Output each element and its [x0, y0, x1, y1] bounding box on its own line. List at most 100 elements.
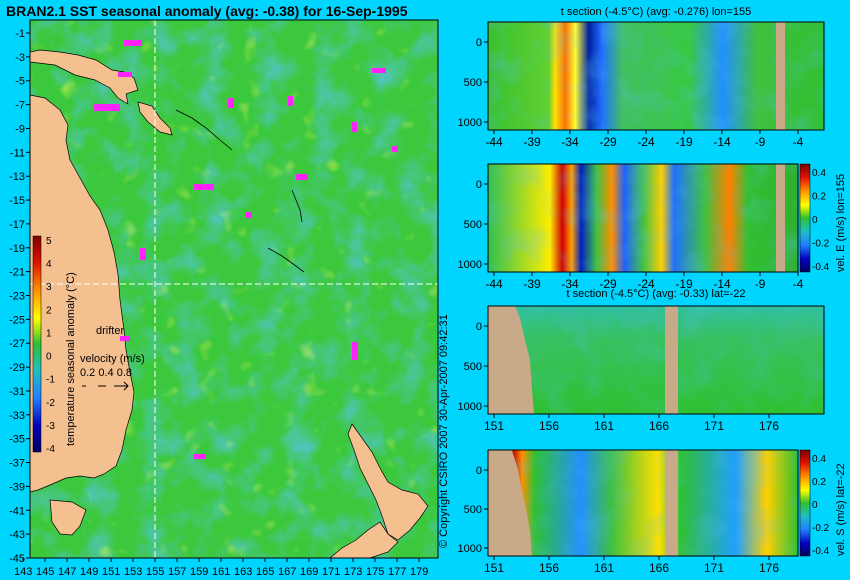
panel-texture	[488, 450, 798, 556]
panel-land-australia	[488, 306, 534, 414]
map-lon-ticks: 143 145 147 149 151 153 155 157 159 161 163 165 167 1…	[14, 558, 428, 578]
panel-y-tick-label: 0	[476, 321, 482, 333]
drifter-marker	[124, 40, 142, 46]
panel-title: t section (-4.5°C) (avg: -0.276) lon=155	[561, 6, 752, 18]
panel-colorbar-tick-label: 0.4	[812, 454, 826, 465]
panel-x-tick-label: -9	[755, 277, 766, 291]
lat-tick-label: -1	[15, 28, 25, 40]
colorbar-tick-label: 2	[46, 305, 52, 316]
colorbar-tick-label: -2	[46, 398, 55, 409]
colorbar-tick-label: 5	[46, 236, 52, 247]
panel-y-tick-label: 1000	[458, 401, 482, 413]
panel-frame	[487, 449, 799, 557]
map-colorbar-label: temperature seasonal anomaly (°C)	[65, 272, 77, 446]
velocity-scale: 0.2 0.4 0.8	[80, 367, 132, 379]
panel-colorbar-tick-label: -0.2	[812, 523, 830, 534]
map-title: BRAN2.1 SST seasonal anomaly (avg: -0.38…	[6, 3, 408, 19]
lon-tick-label: 177	[388, 566, 406, 578]
sst-map: BRAN2.1 SST seasonal anomaly (avg: -0.38…	[6, 3, 439, 578]
panel-y-tick-label: 1000	[458, 117, 482, 129]
lon-tick-label: 143	[14, 566, 32, 578]
panel-x-tick-label: 161	[594, 419, 614, 433]
lat-tick-label: -29	[9, 362, 25, 374]
map-frame	[29, 19, 439, 559]
panel-land-bar	[776, 164, 785, 272]
panel-x-tick-label: -29	[599, 135, 617, 149]
panel-colorbar-tick-label: -0.2	[812, 239, 830, 250]
lon-tick-label: 175	[366, 566, 384, 578]
lat-tick-label: -27	[9, 338, 25, 350]
lat-tick-label: -41	[9, 505, 25, 517]
panel-x-tick-label: 151	[484, 419, 504, 433]
lon-tick-label: 155	[146, 566, 164, 578]
panel-ticks: 0 500 1000-44 -39 -34 -29 -24 -19 -14 -9 -4	[458, 179, 804, 291]
lat-tick-label: -37	[9, 458, 25, 470]
panel-land-australia	[488, 450, 532, 556]
panel-x-tick-label: -34	[561, 277, 579, 291]
colorbar-tick-label: -4	[46, 444, 55, 455]
panel-side-label: vel. S (m/s) lat=-22	[835, 463, 847, 556]
panel-frame	[487, 305, 825, 415]
lat-tick-label: -45	[9, 553, 25, 565]
panel-x-tick-label: 151	[484, 561, 504, 575]
panel-x-tick-label: 166	[649, 419, 669, 433]
panel-y-tick-label: 0	[476, 179, 482, 191]
panel-x-tick-label: -4	[793, 135, 804, 149]
panel-colorbar-tick-label: 0.2	[812, 192, 826, 203]
panel-x-tick-label: -4	[793, 277, 804, 291]
drifter-marker	[352, 122, 357, 132]
panel-frame	[487, 163, 799, 273]
panel-colorbar-tick-label: -0.4	[812, 546, 830, 557]
lat-tick-label: -35	[9, 434, 25, 446]
lon-tick-label: 167	[278, 566, 296, 578]
panel-x-tick-label: 171	[704, 561, 724, 575]
lon-tick-label: 161	[212, 566, 230, 578]
panel-x-tick-label: 166	[649, 561, 669, 575]
lat-tick-label: -39	[9, 481, 25, 493]
panel-colorbar-tick-label: 0	[812, 500, 818, 511]
drifter-marker	[392, 146, 398, 152]
lon-tick-label: 151	[102, 566, 120, 578]
panel-x-tick-label: -9	[755, 135, 766, 149]
lon-tick-label: 169	[300, 566, 318, 578]
panel-x-tick-label: -34	[561, 135, 579, 149]
colorbar-tick-label: -1	[46, 375, 55, 386]
panel-title: t section (-4.5°C) (avg: -0.33) lat=-22	[567, 288, 746, 300]
panel-texture	[488, 22, 824, 130]
panel-colorbar-ticks: 0.4 0.2 0 -0.2 -0.4	[812, 454, 830, 557]
panel-x-tick-label: 171	[704, 419, 724, 433]
panel-x-tick-label: -19	[675, 277, 693, 291]
section-panel-2: 0.4 0.2 0 -0.2 -0.4 vel. E (m/s) lon=155 0 50…	[458, 163, 847, 291]
velocity-arrow-large	[114, 381, 129, 391]
panel-side-label: vel. E (m/s) lon=155	[835, 174, 847, 272]
lat-tick-label: -19	[9, 243, 25, 255]
panel-x-tick-label: 161	[594, 561, 614, 575]
colorbar-tick-label: 1	[46, 328, 52, 339]
drifter-marker	[194, 454, 206, 459]
lon-tick-label: 147	[58, 566, 76, 578]
land-tasmania	[49, 499, 87, 536]
land-new-guinea	[29, 49, 139, 105]
copyright-text: © Copyright CSIRO 2007 30-Apr-2007 09:42…	[438, 314, 450, 548]
lat-tick-label: -25	[9, 314, 25, 326]
panel-ticks: 0 500 1000-44 -39 -34 -29 -24 -19 -14 -9 -4	[458, 37, 804, 149]
panel-y-tick-label: 0	[476, 465, 482, 477]
panel-x-tick-label: -24	[637, 277, 655, 291]
drifter-marker	[352, 342, 358, 360]
lat-tick-label: -31	[9, 386, 25, 398]
lat-tick-label: -11	[10, 147, 25, 159]
panel-y-tick-label: 500	[464, 504, 482, 516]
panel-colorbar	[799, 163, 811, 273]
lon-tick-label: 171	[322, 566, 340, 578]
drifter-marker	[228, 98, 234, 108]
map-colorbar	[32, 235, 42, 453]
panel-colorbar-tick-label: 0.2	[812, 477, 826, 488]
panel-x-tick-label: -39	[523, 135, 541, 149]
drifter-marker	[120, 336, 130, 341]
lon-tick-label: 163	[234, 566, 252, 578]
colorbar-tick-label: 3	[46, 282, 52, 293]
panel-y-tick-label: 500	[464, 361, 482, 373]
panel-x-tick-label: 156	[539, 419, 559, 433]
